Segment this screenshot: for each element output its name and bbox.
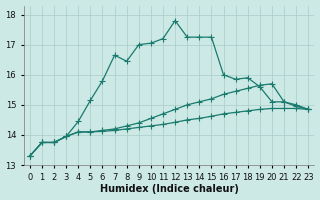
X-axis label: Humidex (Indice chaleur): Humidex (Indice chaleur) [100, 184, 238, 194]
